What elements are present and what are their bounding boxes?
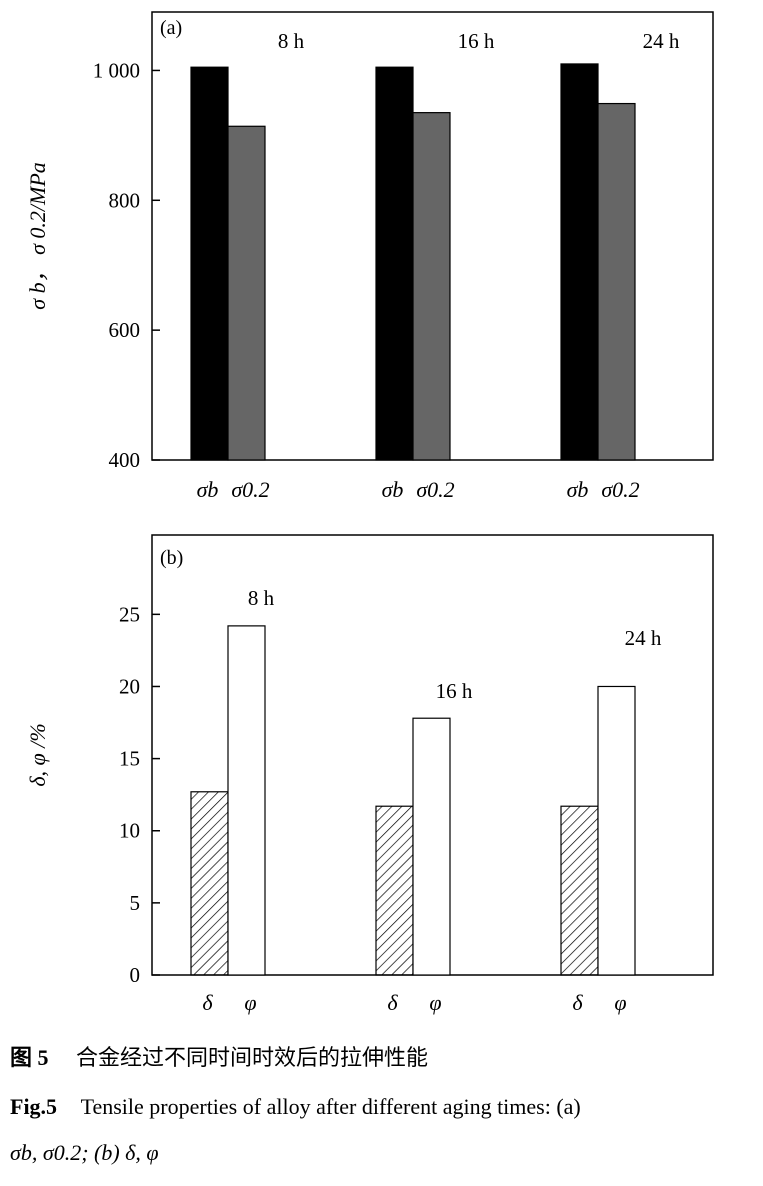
bar-σ0.2-24h bbox=[597, 102, 636, 461]
y-tick-label: 1 000 bbox=[93, 58, 140, 82]
x-category-label: σb bbox=[197, 477, 219, 502]
caption-en-label: Fig.5 bbox=[10, 1094, 58, 1119]
x-category-label: φ bbox=[244, 990, 256, 1015]
group-label: 16 h bbox=[458, 29, 495, 53]
group-label: 16 h bbox=[436, 679, 473, 703]
bar-σb-24h bbox=[560, 63, 599, 461]
panel-label: (a) bbox=[160, 17, 182, 39]
y-tick-label: 5 bbox=[130, 891, 141, 915]
x-category-label: δ bbox=[572, 990, 583, 1015]
group-label: 24 h bbox=[643, 29, 680, 53]
x-category-label: σb bbox=[382, 477, 404, 502]
y-tick-label: 400 bbox=[109, 448, 141, 472]
x-category-label: σb bbox=[567, 477, 589, 502]
bar-δ-24h bbox=[560, 805, 599, 976]
bar-φ-24h bbox=[597, 685, 636, 976]
bar-φ-8h bbox=[227, 625, 266, 976]
x-category-label: σ0.2 bbox=[601, 477, 639, 502]
bar-σ0.2-16h bbox=[412, 112, 451, 461]
y-axis-label: δ, φ /% bbox=[25, 723, 50, 786]
y-tick-label: 10 bbox=[119, 819, 140, 843]
caption-en-line2: σb, σ0.2; (b) δ, φ bbox=[10, 1140, 159, 1165]
group-label: 8 h bbox=[248, 586, 275, 610]
panel-label: (b) bbox=[160, 547, 183, 569]
figure-charts: (a) 400 600 800 1 000 σ b， σ 0.2/MPa σb σ0.2 8 h… bbox=[25, 11, 714, 1015]
y-tick-label: 15 bbox=[119, 747, 140, 771]
bar-σ0.2-8h bbox=[227, 125, 266, 461]
bar-σb-16h bbox=[375, 66, 414, 461]
x-category-label: δ bbox=[387, 990, 398, 1015]
caption-cn-label: 图 5 bbox=[10, 1045, 49, 1070]
caption-cn: 图 5 合金经过不同时间时效后的拉伸性能 bbox=[10, 1040, 428, 1072]
group-label: 24 h bbox=[625, 626, 662, 650]
bar-δ-16h bbox=[375, 805, 414, 976]
caption-en-text: Tensile properties of alloy after differ… bbox=[80, 1094, 581, 1119]
x-category-label: δ bbox=[202, 990, 213, 1015]
y-tick-label: 0 bbox=[130, 963, 141, 987]
x-category-label: σ0.2 bbox=[231, 477, 269, 502]
caption-en: Fig.5 Tensile properties of alloy after … bbox=[10, 1094, 581, 1120]
y-tick-label: 20 bbox=[119, 674, 140, 698]
x-category-label: φ bbox=[614, 990, 626, 1015]
y-tick-label: 25 bbox=[119, 602, 140, 626]
y-tick-label: 800 bbox=[109, 188, 141, 212]
bar-σb-8h bbox=[190, 66, 229, 461]
y-axis-label: σ b， σ 0.2/MPa bbox=[25, 162, 50, 310]
group-label: 8 h bbox=[278, 29, 305, 53]
bar-δ-8h bbox=[190, 791, 229, 976]
y-tick-label: 600 bbox=[109, 318, 141, 342]
x-category-label: φ bbox=[429, 990, 441, 1015]
bar-φ-16h bbox=[412, 717, 451, 976]
caption-cn-text: 合金经过不同时间时效后的拉伸性能 bbox=[76, 1045, 429, 1070]
x-category-label: σ0.2 bbox=[416, 477, 454, 502]
